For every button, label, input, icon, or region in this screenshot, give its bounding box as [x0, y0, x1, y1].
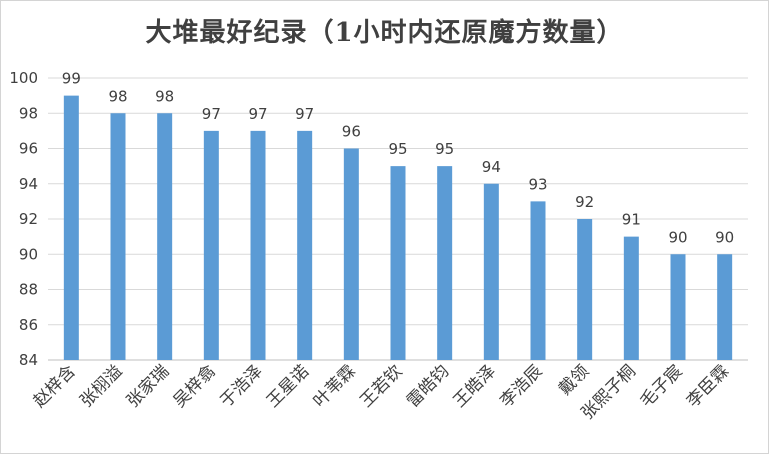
bar — [390, 166, 406, 360]
data-label: 94 — [482, 158, 501, 176]
bar — [577, 219, 593, 360]
category-label: 张栩溢 — [76, 361, 126, 411]
y-tick-label: 84 — [19, 351, 38, 369]
category-label: 吴梓翕 — [170, 361, 220, 411]
bar — [623, 236, 639, 360]
category-label: 叶苇霖 — [310, 361, 360, 411]
y-tick-label: 90 — [19, 245, 38, 263]
category-label: 雷皓钧 — [403, 361, 453, 411]
data-label: 98 — [108, 87, 127, 105]
category-label: 王皓泽 — [450, 361, 500, 411]
bar — [483, 183, 499, 360]
y-tick-label: 96 — [19, 140, 38, 158]
data-label: 91 — [622, 211, 641, 229]
bar — [250, 130, 266, 360]
data-label: 92 — [575, 193, 594, 211]
bar — [437, 166, 453, 360]
y-tick-label: 92 — [19, 210, 38, 228]
bar — [297, 130, 313, 360]
bar — [343, 148, 359, 360]
category-label: 李浩辰 — [496, 361, 546, 411]
category-label: 李臣霖 — [683, 361, 733, 411]
y-axis-ticks: 84 86 88 90 92 94 96 98 100 — [9, 69, 38, 369]
data-label: 99 — [62, 70, 81, 88]
chart-title: 大堆最好纪录（1小时内还原魔方数量） — [145, 18, 624, 48]
data-label: 98 — [155, 87, 174, 105]
category-label: 毛子宸 — [636, 361, 686, 411]
y-tick-label: 86 — [19, 316, 38, 334]
data-label: 96 — [342, 123, 361, 141]
bar — [670, 254, 686, 360]
bar — [717, 254, 733, 360]
y-tick-label: 94 — [19, 175, 38, 193]
y-tick-label: 100 — [9, 69, 38, 87]
data-label: 97 — [295, 105, 314, 123]
data-label: 97 — [202, 105, 221, 123]
bars — [63, 95, 733, 360]
category-label: 张家瑞 — [123, 361, 173, 411]
y-tick-label: 88 — [19, 281, 38, 299]
data-label: 95 — [388, 140, 407, 158]
data-label: 97 — [248, 105, 267, 123]
bar — [157, 113, 173, 360]
bar — [110, 113, 126, 360]
category-label: 戴领 — [555, 361, 593, 399]
bar — [530, 201, 546, 360]
data-label: 95 — [435, 140, 454, 158]
y-tick-label: 98 — [19, 104, 38, 122]
bar — [63, 95, 79, 360]
data-labels: 99 98 98 97 97 97 96 95 95 94 93 92 91 90 90 — [62, 70, 734, 247]
data-label: 90 — [715, 228, 734, 246]
data-label: 90 — [668, 228, 687, 246]
bar — [203, 130, 219, 360]
category-label: 王若钦 — [356, 361, 406, 411]
data-label: 93 — [528, 175, 547, 193]
category-label: 王星诺 — [263, 361, 313, 411]
category-label: 于浩泽 — [216, 361, 266, 411]
